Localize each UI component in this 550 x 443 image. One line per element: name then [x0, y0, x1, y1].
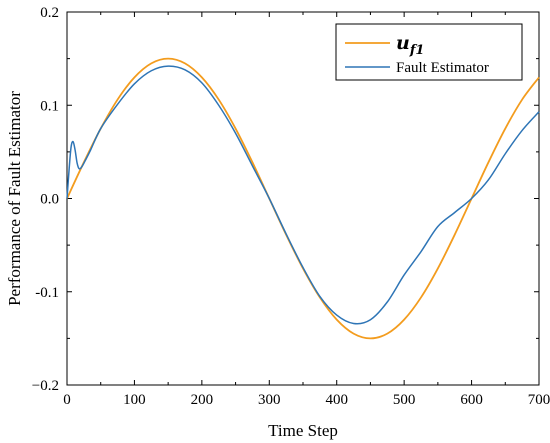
y-tick-label: 0.1 — [40, 98, 59, 114]
x-tick-label: 200 — [191, 392, 214, 408]
legend-label-fault-estimator: Fault Estimator — [396, 60, 489, 76]
legend-label-u-f1: uf1 — [396, 32, 424, 58]
x-tick-label: 0 — [63, 392, 71, 408]
legend-label-subscript: f1 — [409, 43, 425, 58]
x-tick-label: 100 — [123, 392, 146, 408]
x-tick-label: 300 — [258, 392, 281, 408]
axis-ticks — [66, 11, 540, 386]
legend-label-u: u — [396, 32, 410, 54]
y-tick-label: −0.2 — [32, 378, 59, 394]
x-tick-label: 600 — [460, 392, 483, 408]
y-tick-label: 0.2 — [40, 5, 59, 21]
y-tick-label: 0.0 — [40, 192, 59, 208]
x-tick-label: 500 — [393, 392, 416, 408]
series-layer — [66, 57, 540, 340]
y-tick-label: -0.1 — [35, 285, 59, 301]
series-line-u-f1 — [66, 57, 540, 340]
series-line-fault-estimator — [66, 65, 540, 325]
legend: uf1 Fault Estimator — [335, 23, 523, 81]
legend-box — [335, 23, 523, 81]
x-tick-label: 400 — [325, 392, 348, 408]
x-tick-label: 700 — [528, 392, 550, 408]
axis-tick-labels: 0 100 200 300 400 500 600 700 −0.2 -0.1 0.0 0.1 0.2 — [32, 5, 550, 408]
x-axis-label: Time Step — [268, 421, 338, 440]
y-axis-label: Performance of Fault Estimator — [5, 91, 24, 306]
